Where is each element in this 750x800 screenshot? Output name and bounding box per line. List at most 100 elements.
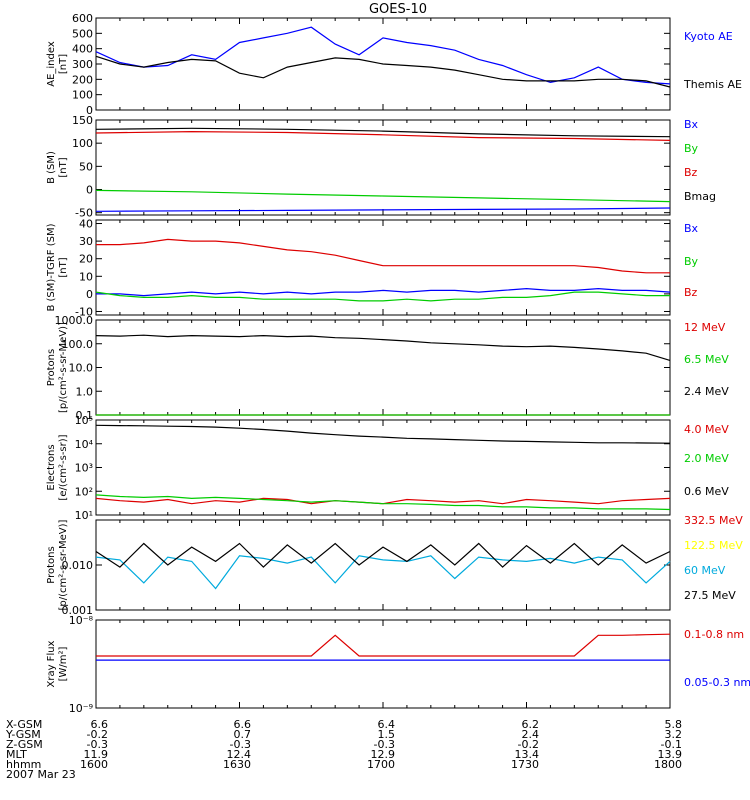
series-protons_high-2 <box>95 555 671 590</box>
ylabel-ae-0: AE_index <box>46 41 57 87</box>
ytick-label-electrons-2: 10³ <box>75 462 93 475</box>
ytick-label-bsm-1: 0 <box>86 184 93 197</box>
series-btgrf-2 <box>96 238 670 274</box>
legend-xray-1: 0.05-0.3 nm <box>684 676 750 689</box>
ytick-label-ae-2: 200 <box>72 73 93 86</box>
ytick-label-bsm-3: 100 <box>72 137 93 150</box>
series-ae-1 <box>95 55 671 88</box>
orbit-value-4-2: -0.1 <box>661 738 682 751</box>
legend-protons_high-3: 27.5 MeV <box>684 589 736 602</box>
orbit-value-2-1: 1.5 <box>378 728 396 741</box>
orbit-value-0-4: 1600 <box>80 758 108 771</box>
orbit-date: 2007 Mar 23 <box>6 768 76 781</box>
orbit-value-2-2: -0.3 <box>374 738 395 751</box>
ylabel-bsm-1: [nT] <box>58 157 69 177</box>
ytick-label-xray-0: 10⁻⁹ <box>69 702 93 715</box>
orbit-value-3-3: 13.4 <box>515 748 540 761</box>
ytick-label-ae-3: 300 <box>72 58 93 71</box>
orbit-value-0-0: 6.6 <box>91 718 109 731</box>
ytick-label-ae-1: 100 <box>72 89 93 102</box>
legend-protons_low-2: 2.4 MeV <box>684 385 729 398</box>
orbit-value-1-0: 6.6 <box>234 718 252 731</box>
orbit-value-4-3: 13.9 <box>658 748 683 761</box>
legend-protons_high-1: 122.5 MeV <box>684 539 743 552</box>
orbit-value-3-4: 1730 <box>511 758 539 771</box>
ytick-label-bsm-0: -50 <box>75 207 93 220</box>
orbit-value-4-4: 1800 <box>654 758 682 771</box>
legend-bsm-1: By <box>684 142 699 155</box>
ytick-label-ae-5: 500 <box>72 27 93 40</box>
orbit-value-2-4: 1700 <box>367 758 395 771</box>
ytick-label-btgrf-1: 0 <box>86 288 93 301</box>
ytick-label-protons_low-1: 1.0 <box>76 385 94 398</box>
legend-btgrf-1: By <box>684 255 699 268</box>
ytick-label-protons_low-2: 10.0 <box>69 362 94 375</box>
ylabel-xray-1: [W/m²] <box>58 646 69 681</box>
ytick-label-btgrf-0: -10 <box>75 305 93 318</box>
legend-xray-0: 0.1-0.8 nm <box>684 628 744 641</box>
legend-ae-0: Kyoto AE <box>684 30 733 43</box>
ytick-label-electrons-4: 10⁵ <box>75 414 93 427</box>
orbit-value-3-1: 2.4 <box>522 728 540 741</box>
ytick-label-electrons-0: 10¹ <box>75 509 93 522</box>
legend-electrons-1: 2.0 MeV <box>684 452 729 465</box>
ytick-label-protons_low-4: 1000.0 <box>55 314 94 327</box>
ylabel-xray-0: Xray Flux <box>46 640 57 687</box>
ytick-label-electrons-1: 10² <box>75 485 93 498</box>
ytick-label-ae-6: 600 <box>72 12 93 25</box>
ylabel-btgrf-1: [nT] <box>58 257 69 277</box>
panel-frame-protons_low <box>95 319 671 416</box>
ylabel-electrons-1: [e/(cm²-s-sr)] <box>58 434 69 500</box>
ytick-label-btgrf-2: 10 <box>79 270 93 283</box>
series-bsm-3 <box>95 127 671 138</box>
orbit-value-0-3: 11.9 <box>84 748 109 761</box>
series-bsm-2 <box>95 130 671 141</box>
ylabel-ae-1: [nT] <box>58 54 69 74</box>
ylabel-btgrf-0: B (SM)-TGRF (SM) <box>46 223 57 311</box>
ytick-label-btgrf-5: 40 <box>79 218 93 231</box>
series-btgrf-0 <box>96 287 671 297</box>
orbit-label-2: Z-GSM <box>6 738 43 751</box>
panel-frame-electrons <box>95 419 671 516</box>
series-protons_high-3 <box>95 542 671 568</box>
orbit-value-1-3: 12.4 <box>227 748 252 761</box>
series-protons_low-2 <box>95 334 671 361</box>
legend-electrons-0: 4.0 MeV <box>684 423 729 436</box>
legend-btgrf-2: Bz <box>684 286 698 299</box>
orbit-value-4-1: 3.2 <box>665 728 683 741</box>
legend-bsm-3: Bmag <box>684 190 716 203</box>
orbit-value-2-3: 12.9 <box>371 748 396 761</box>
orbit-value-3-0: 6.2 <box>522 718 540 731</box>
orbit-value-1-1: 0.7 <box>234 728 252 741</box>
ytick-label-xray-1: 10⁻⁸ <box>69 614 94 627</box>
orbit-value-4-0: 5.8 <box>665 718 683 731</box>
ylabel-protons_low-1: [p/(cm²-s-sr-MeV)] <box>58 322 69 413</box>
ytick-label-ae-0: 0 <box>86 104 93 117</box>
series-electrons-1 <box>95 494 671 511</box>
orbit-label-3: MLT <box>6 748 27 761</box>
orbit-value-3-2: -0.2 <box>518 738 539 751</box>
legend-bsm-0: Bx <box>684 118 699 131</box>
orbit-label-1: Y-GSM <box>5 728 41 741</box>
series-ae-0 <box>95 26 671 85</box>
orbit-value-0-1: -0.2 <box>87 728 108 741</box>
ylabel-bsm-0: B (SM) <box>46 151 57 184</box>
ytick-label-protons_high-1: 0.010 <box>62 559 94 572</box>
panel-frame-xray <box>95 619 671 709</box>
orbit-value-1-2: -0.3 <box>230 738 251 751</box>
series-bsm-1 <box>95 189 671 203</box>
ylabel-protons_low-0: Protons <box>46 349 57 386</box>
ytick-label-electrons-3: 10⁴ <box>75 438 94 451</box>
ytick-label-protons_low-3: 100.0 <box>62 338 94 351</box>
series-xray-0 <box>96 633 671 657</box>
legend-btgrf-0: Bx <box>684 222 699 235</box>
ytick-label-btgrf-3: 20 <box>79 253 93 266</box>
series-bsm-0 <box>95 207 671 212</box>
legend-protons_high-2: 60 MeV <box>684 564 726 577</box>
series-electrons-2 <box>95 424 671 444</box>
orbit-label-0: X-GSM <box>6 718 42 731</box>
legend-bsm-2: Bz <box>684 166 698 179</box>
panel-frame-protons_high <box>95 519 671 611</box>
legend-electrons-2: 0.6 MeV <box>684 485 729 498</box>
